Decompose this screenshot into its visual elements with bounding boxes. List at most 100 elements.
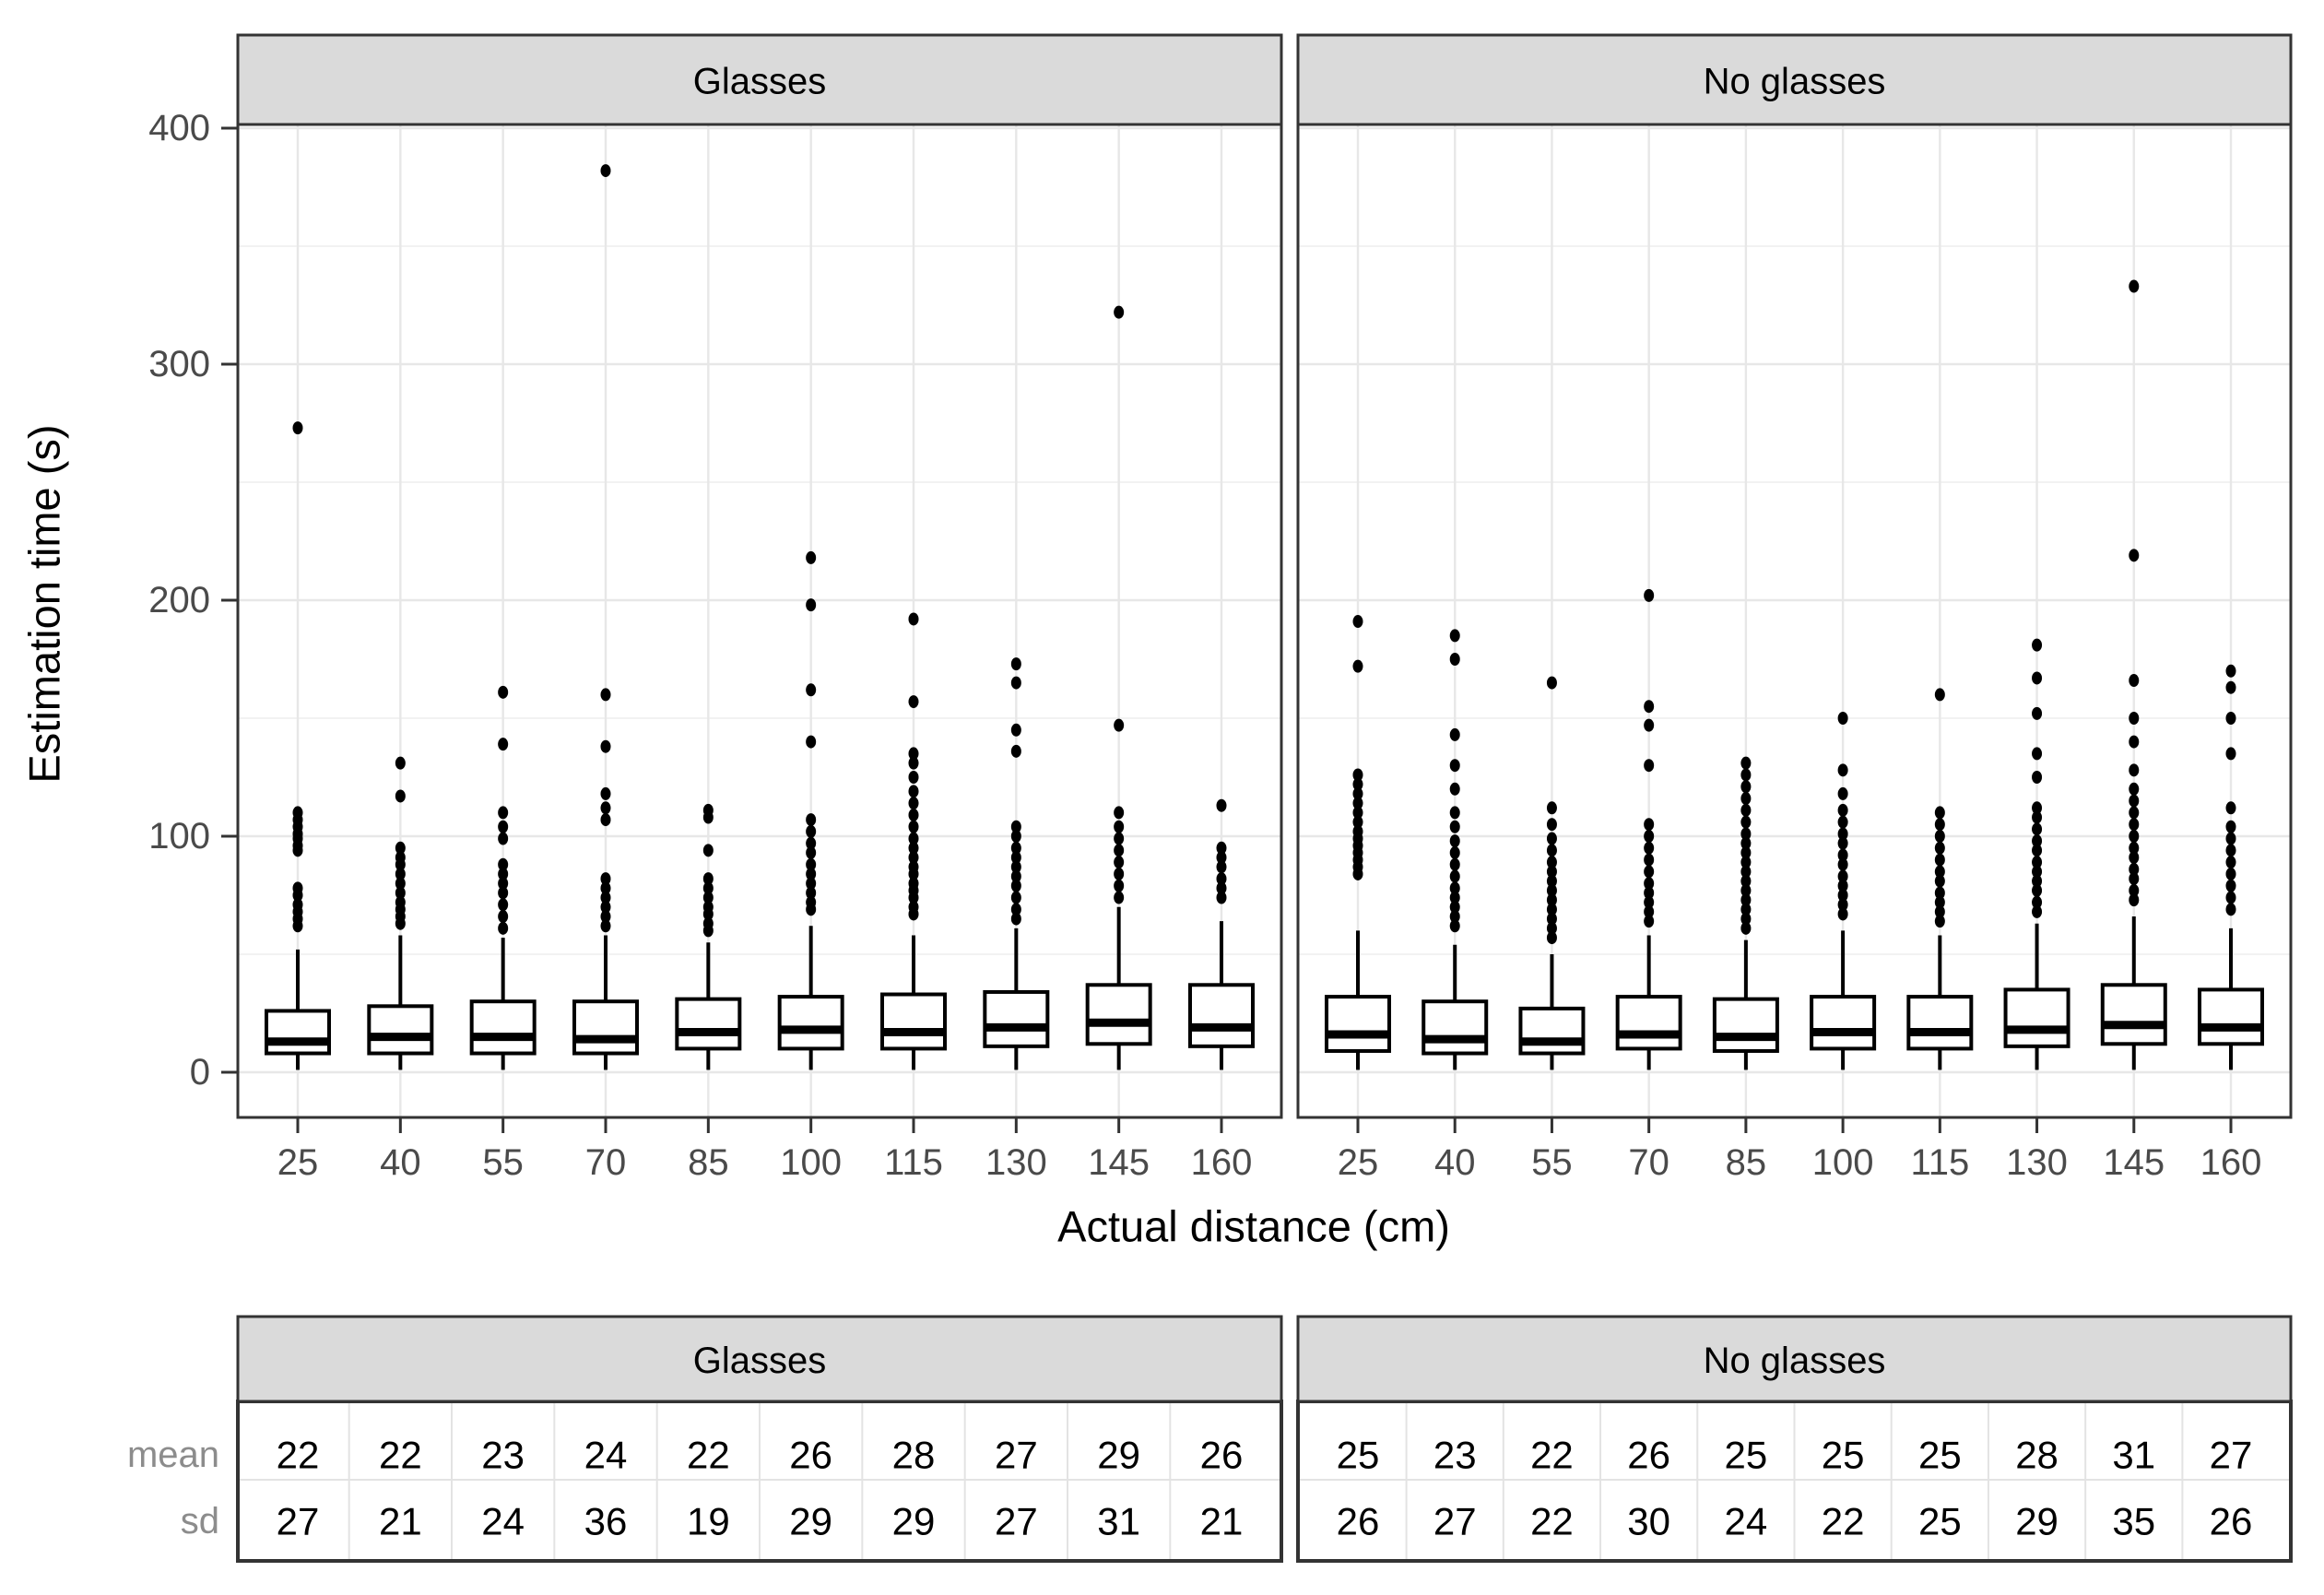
outlier-point bbox=[600, 900, 611, 914]
outlier-point bbox=[1010, 676, 1021, 690]
outlier-point bbox=[1934, 806, 1945, 820]
outlier-point bbox=[1837, 786, 1848, 800]
facet-strip bbox=[236, 33, 1283, 126]
table-cell-sd: 26 bbox=[1337, 1500, 1380, 1543]
x-tick-label: 70 bbox=[1628, 1142, 1669, 1183]
table-cell-mean: 25 bbox=[1725, 1434, 1768, 1477]
outlier-point bbox=[2225, 856, 2236, 869]
table-row-label-mean: mean bbox=[127, 1435, 219, 1475]
outlier-point bbox=[1546, 874, 1557, 888]
outlier-point bbox=[1449, 891, 1460, 904]
table-cell-mean: 26 bbox=[789, 1434, 832, 1477]
boxplot bbox=[880, 612, 947, 1070]
outlier-point bbox=[498, 685, 509, 699]
outlier-point bbox=[806, 867, 817, 880]
outlier-point bbox=[1010, 820, 1021, 833]
outlier-point bbox=[1449, 820, 1460, 833]
boxplot bbox=[1906, 688, 1974, 1070]
outlier-point bbox=[1644, 841, 1655, 855]
outlier-point bbox=[2225, 664, 2236, 678]
outlier-point bbox=[908, 695, 919, 709]
outlier-point bbox=[2032, 810, 2043, 824]
outlier-point bbox=[2225, 844, 2236, 857]
outlier-point bbox=[1546, 832, 1557, 845]
outlier-point bbox=[1837, 879, 1848, 892]
y-axis-title: Estimation time (s) bbox=[19, 424, 69, 784]
outlier-point bbox=[2129, 782, 2140, 796]
outlier-point bbox=[2032, 638, 2043, 652]
outlier-point bbox=[1934, 886, 1945, 900]
outlier-point bbox=[2225, 891, 2236, 904]
boxplot bbox=[1085, 305, 1152, 1070]
outlier-point bbox=[600, 801, 611, 815]
outlier-point bbox=[395, 841, 406, 855]
box bbox=[2003, 987, 2070, 1048]
outlier-point bbox=[1010, 830, 1021, 843]
outlier-point bbox=[1216, 891, 1227, 904]
outlier-point bbox=[2225, 879, 2236, 892]
outlier-point bbox=[2129, 794, 2140, 808]
outlier-point bbox=[1837, 857, 1848, 871]
table-cell-mean: 29 bbox=[1097, 1434, 1140, 1477]
table-cell-sd: 24 bbox=[481, 1500, 525, 1543]
boxplot bbox=[1518, 676, 1586, 1070]
table-cell-sd: 22 bbox=[1530, 1500, 1574, 1543]
table-cell-sd: 29 bbox=[2015, 1500, 2059, 1543]
outlier-point bbox=[1449, 919, 1460, 933]
table-cell-sd: 22 bbox=[1822, 1500, 1865, 1543]
outlier-point bbox=[908, 851, 919, 865]
table-cell-mean: 22 bbox=[379, 1434, 422, 1477]
x-tick-label: 85 bbox=[1726, 1142, 1767, 1183]
outlier-point bbox=[2032, 801, 2043, 815]
outlier-point bbox=[1740, 792, 1752, 806]
outlier-point bbox=[1740, 883, 1752, 897]
outlier-point bbox=[1216, 881, 1227, 895]
boxplot bbox=[1325, 615, 1391, 1070]
boxplot bbox=[983, 657, 1050, 1070]
outlier-point bbox=[2032, 706, 2043, 720]
outlier-point bbox=[292, 806, 303, 820]
x-tick-label: 130 bbox=[985, 1142, 1047, 1183]
outlier-point bbox=[1449, 759, 1460, 773]
outlier-point bbox=[498, 886, 509, 900]
outlier-point bbox=[2225, 747, 2236, 761]
outlier-point bbox=[498, 857, 509, 871]
boxplot bbox=[2003, 638, 2070, 1070]
outlier-point bbox=[908, 756, 919, 770]
outlier-point bbox=[1740, 893, 1752, 907]
box bbox=[1906, 995, 1974, 1051]
x-tick-label: 115 bbox=[884, 1142, 943, 1183]
x-tick-label: 70 bbox=[585, 1142, 627, 1183]
outlier-point bbox=[2129, 712, 2140, 725]
outlier-point bbox=[1546, 865, 1557, 879]
outlier-point bbox=[806, 836, 817, 850]
box bbox=[675, 997, 742, 1051]
outlier-point bbox=[1546, 903, 1557, 916]
x-tick-label: 55 bbox=[482, 1142, 524, 1183]
table-cell-mean: 25 bbox=[1918, 1434, 1962, 1477]
table-cell-mean: 28 bbox=[892, 1434, 936, 1477]
outlier-point bbox=[1740, 874, 1752, 888]
table-cell-mean: 23 bbox=[481, 1434, 525, 1477]
outlier-point bbox=[2032, 856, 2043, 869]
outlier-point bbox=[1114, 844, 1125, 857]
outlier-point bbox=[2032, 865, 2043, 879]
outlier-point bbox=[1837, 827, 1848, 841]
outlier-point bbox=[1644, 818, 1655, 832]
outlier-point bbox=[1740, 827, 1752, 841]
outlier-point bbox=[1837, 848, 1848, 862]
outlier-point bbox=[2129, 893, 2140, 907]
outlier-point bbox=[292, 898, 303, 912]
outlier-point bbox=[1837, 815, 1848, 829]
box bbox=[1518, 1006, 1586, 1056]
table-cell-sd: 29 bbox=[789, 1500, 832, 1543]
outlier-point bbox=[1449, 629, 1460, 643]
outlier-point bbox=[908, 797, 919, 810]
table-cell-sd: 27 bbox=[277, 1500, 320, 1543]
table-cell-mean: 22 bbox=[1530, 1434, 1574, 1477]
outlier-point bbox=[498, 738, 509, 751]
outlier-point bbox=[806, 824, 817, 838]
outlier-point bbox=[1740, 845, 1752, 859]
outlier-point bbox=[2032, 895, 2043, 909]
outlier-point bbox=[1352, 824, 1363, 838]
